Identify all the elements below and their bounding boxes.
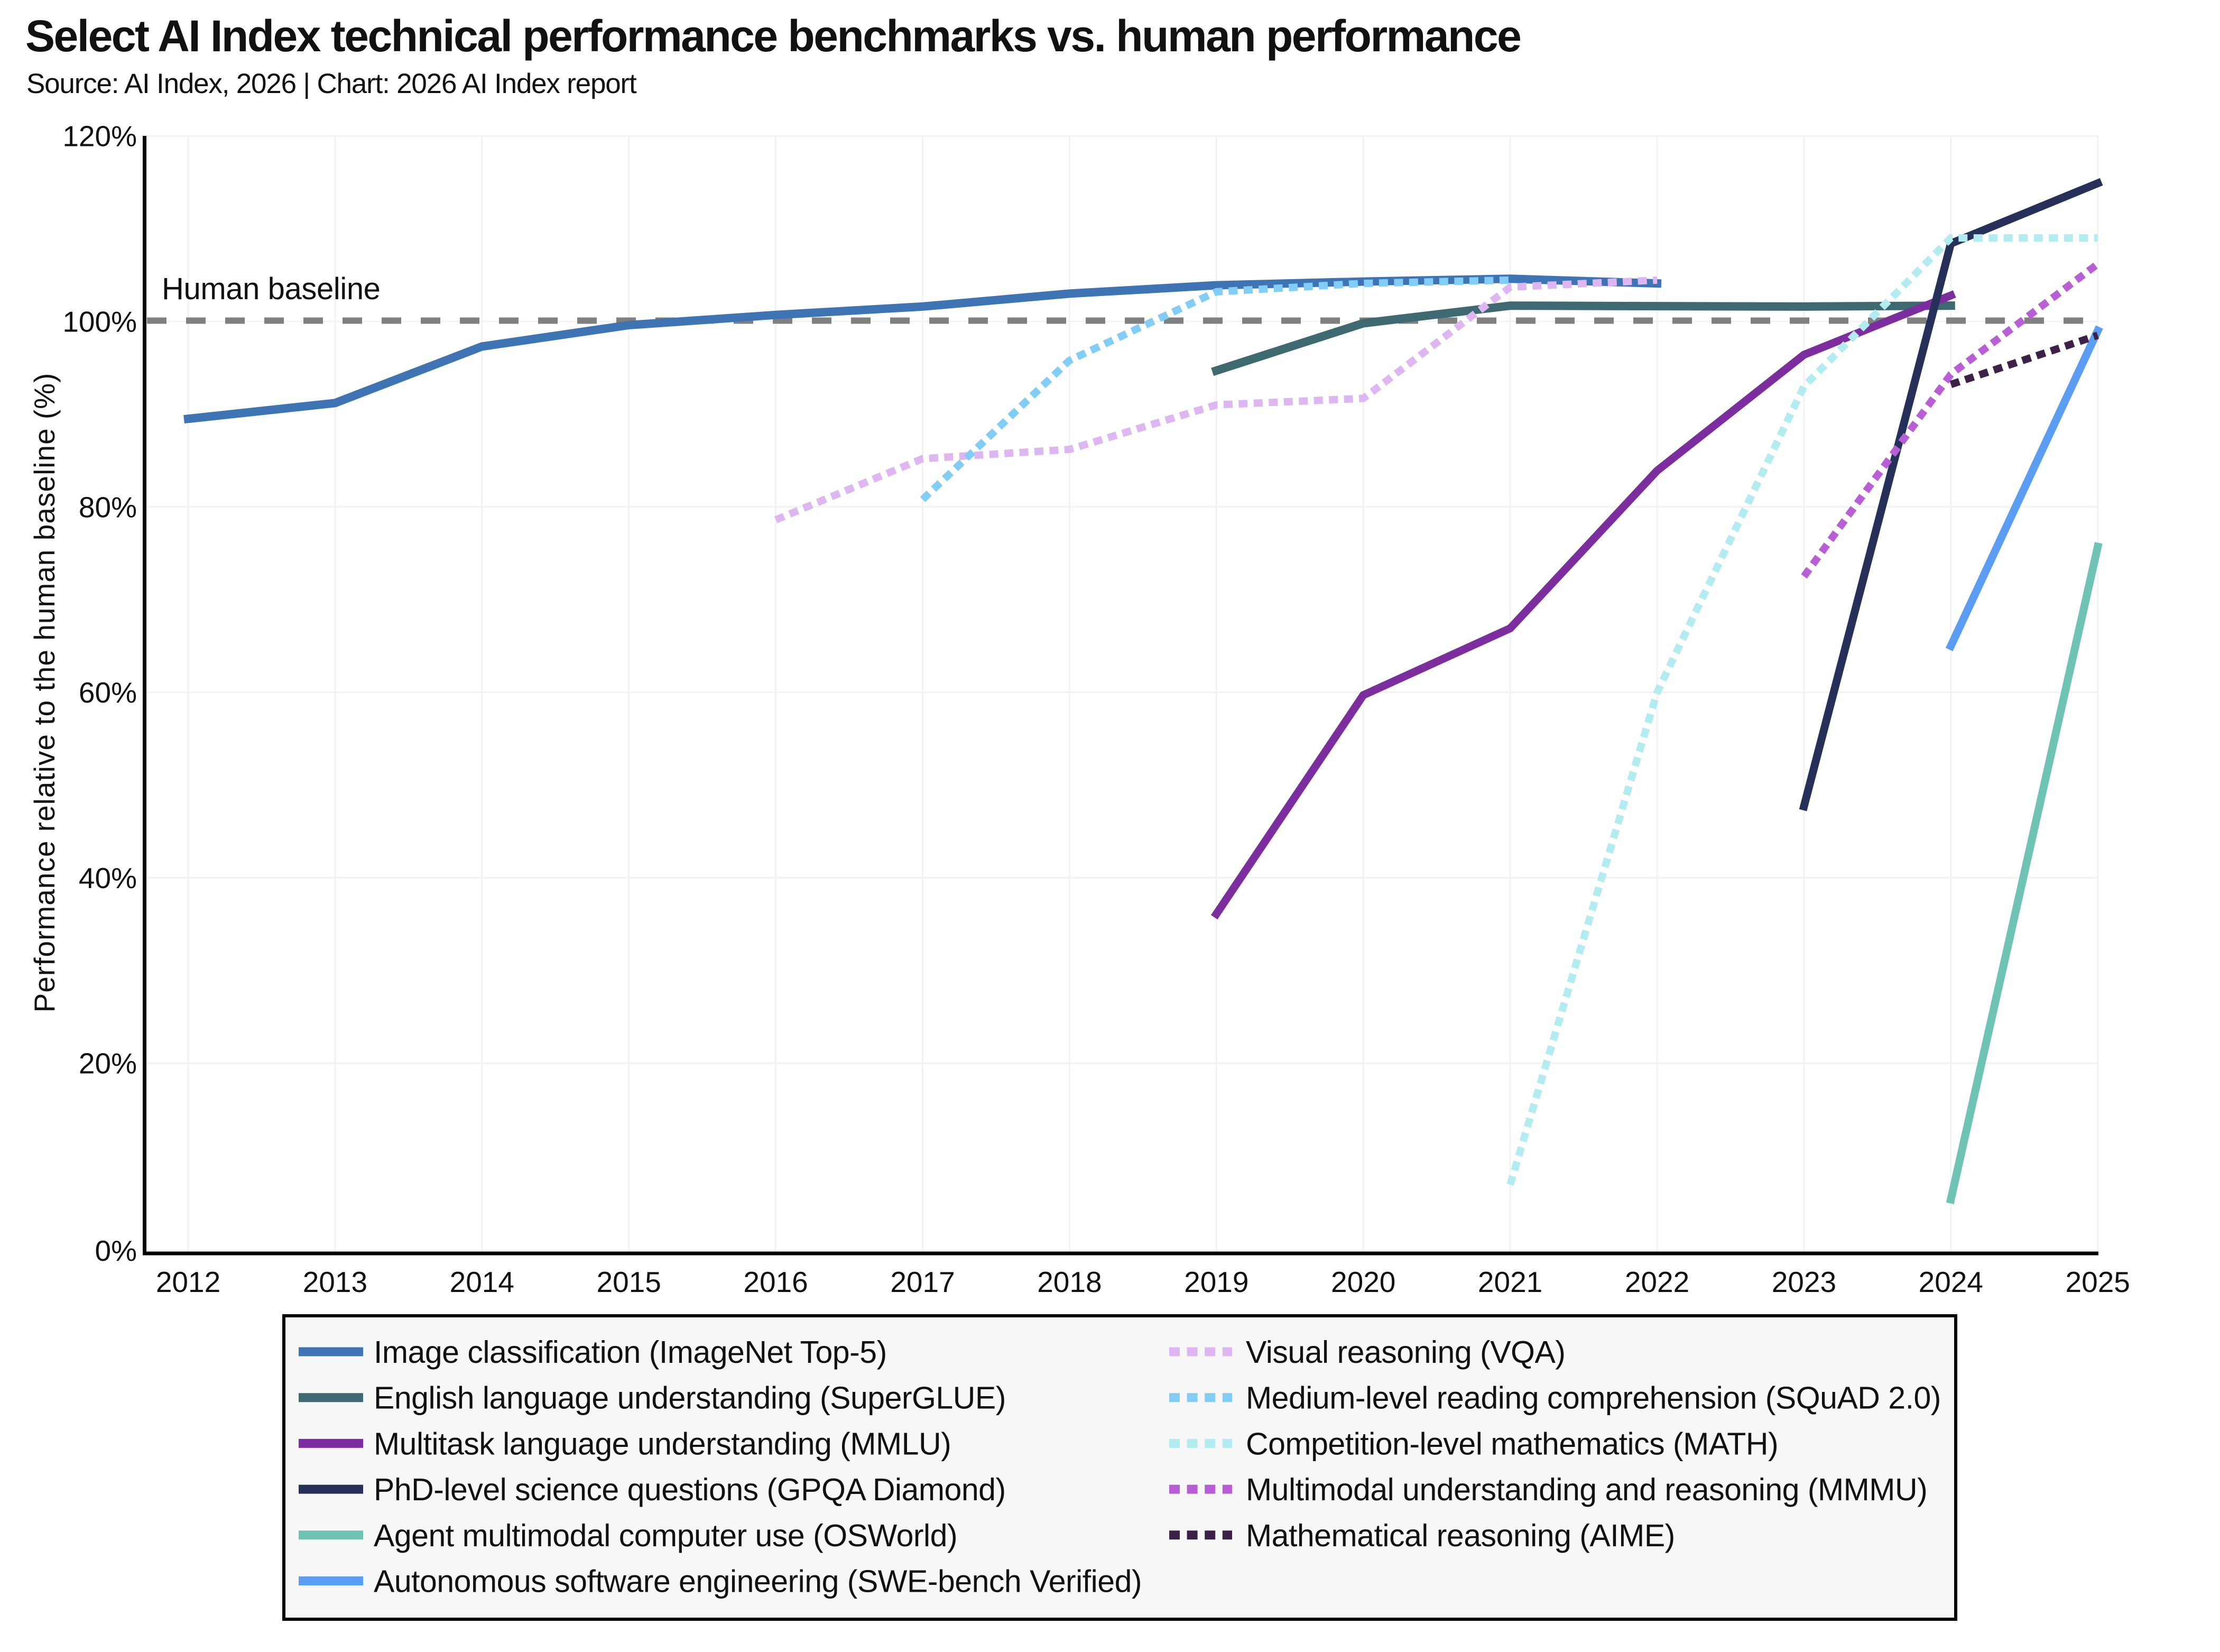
svg-text:2013: 2013 (303, 1266, 367, 1298)
svg-text:Agent multimodal computer use: Agent multimodal computer use (OSWorld) (374, 1518, 957, 1553)
svg-text:2020: 2020 (1331, 1266, 1395, 1298)
svg-text:Mathematical reasoning (AIME): Mathematical reasoning (AIME) (1246, 1518, 1675, 1553)
svg-text:Multimodal understanding and r: Multimodal understanding and reasoning (… (1246, 1472, 1927, 1507)
svg-text:20%: 20% (79, 1047, 137, 1080)
svg-text:2016: 2016 (743, 1266, 808, 1298)
svg-text:Visual reasoning (VQA): Visual reasoning (VQA) (1246, 1335, 1565, 1370)
svg-text:40%: 40% (79, 862, 137, 894)
svg-text:Image classification (ImageNet: Image classification (ImageNet Top-5) (374, 1335, 887, 1370)
svg-text:0%: 0% (95, 1234, 137, 1267)
svg-text:2023: 2023 (1772, 1266, 1836, 1298)
svg-text:2017: 2017 (890, 1266, 955, 1298)
svg-text:2019: 2019 (1184, 1266, 1248, 1298)
svg-text:2012: 2012 (156, 1266, 220, 1298)
svg-text:Medium-level reading comprehen: Medium-level reading comprehension (SQuA… (1246, 1381, 1941, 1416)
svg-text:100%: 100% (62, 306, 137, 338)
svg-text:2014: 2014 (450, 1266, 514, 1298)
svg-text:PhD-level science questions (G: PhD-level science questions (GPQA Diamon… (374, 1472, 1006, 1507)
svg-text:2015: 2015 (597, 1266, 661, 1298)
svg-text:2021: 2021 (1478, 1266, 1542, 1298)
svg-text:2025: 2025 (2066, 1266, 2130, 1298)
svg-text:Human baseline: Human baseline (162, 272, 381, 306)
svg-text:Select AI Index technical perf: Select AI Index technical performance be… (25, 11, 1520, 61)
svg-text:80%: 80% (79, 491, 137, 523)
svg-text:Source: AI Index, 2026 | Chart: Source: AI Index, 2026 | Chart: 2026 AI … (26, 68, 637, 99)
svg-text:Performance relative to the hu: Performance relative to the human baseli… (28, 373, 61, 1013)
svg-text:Autonomous software engineerin: Autonomous software engineering (SWE-ben… (374, 1564, 1142, 1599)
svg-text:60%: 60% (79, 676, 137, 709)
svg-text:Competition-level mathematics: Competition-level mathematics (MATH) (1246, 1426, 1778, 1461)
svg-text:2022: 2022 (1625, 1266, 1689, 1298)
svg-text:Multitask language understandi: Multitask language understanding (MMLU) (374, 1426, 951, 1461)
svg-text:2024: 2024 (1919, 1266, 1983, 1298)
svg-text:2018: 2018 (1037, 1266, 1102, 1298)
svg-text:120%: 120% (62, 120, 137, 153)
svg-text:English language understanding: English language understanding (SuperGLU… (374, 1381, 1006, 1416)
